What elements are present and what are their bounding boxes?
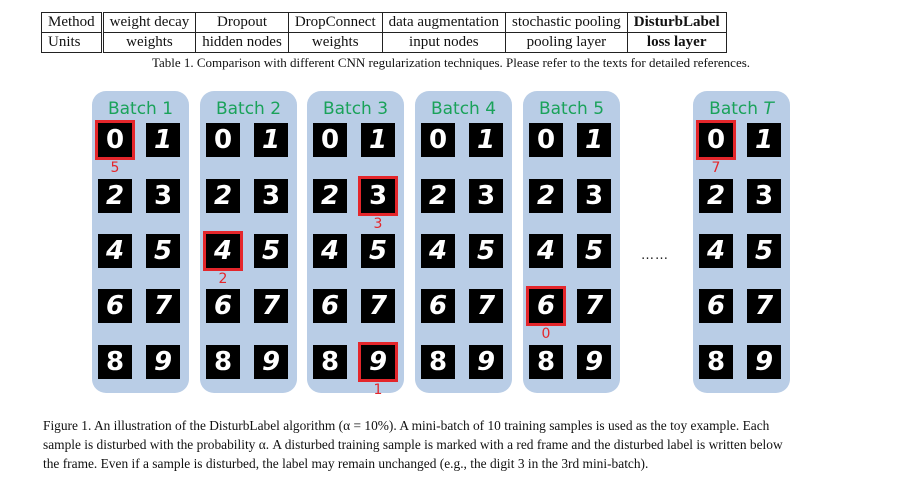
table-caption: Table 1. Comparison with different CNN r… [151, 55, 751, 70]
digit-sample: 2 [98, 179, 132, 213]
digit-sample: 9 [577, 345, 611, 379]
digit-sample: 5 [254, 234, 288, 268]
digit-sample: 7 [146, 289, 180, 323]
table-cell: DisturbLabel [626, 12, 727, 33]
digit-sample: 2 [206, 179, 240, 213]
digit-sample: 3 [469, 179, 503, 213]
digit-sample: 5 [577, 234, 611, 268]
digit-sample: 4 [699, 234, 733, 268]
disturbed-digit-sample: 0 [98, 123, 132, 157]
digit-sample: 8 [529, 345, 563, 379]
digit-sample: 4 [313, 234, 347, 268]
disturbed-digit-sample: 9 [361, 345, 395, 379]
digit-sample: 5 [361, 234, 395, 268]
digit-sample: 1 [146, 123, 180, 157]
disturbed-digit-sample: 0 [699, 123, 733, 157]
disturbed-label: 1 [373, 382, 383, 398]
batch-title: Batch 3 [322, 99, 389, 119]
table-cell: DropConnect [287, 12, 383, 33]
digit-sample: 8 [206, 345, 240, 379]
digit-sample: 2 [313, 179, 347, 213]
digit-sample: 7 [361, 289, 395, 323]
table-row: Method weight decay Dropout DropConnect … [41, 12, 727, 33]
digit-sample: 8 [421, 345, 455, 379]
table-cell: Units [41, 32, 104, 53]
digit-sample: 8 [313, 345, 347, 379]
digit-sample: 9 [254, 345, 288, 379]
digit-sample: 3 [577, 179, 611, 213]
disturbed-digit-sample: 6 [529, 289, 563, 323]
disturbed-label: 7 [711, 160, 721, 176]
digit-sample: 0 [421, 123, 455, 157]
digit-sample: 5 [469, 234, 503, 268]
disturbed-digit-sample: 4 [206, 234, 240, 268]
digit-sample: 5 [747, 234, 781, 268]
caption-line: Figure 1. An illustration of the Disturb… [43, 418, 770, 433]
table-cell: weights [101, 32, 197, 53]
table-cell: stochastic pooling [505, 12, 628, 33]
digit-sample: 6 [313, 289, 347, 323]
batch-title: Batch 2 [215, 99, 282, 119]
digit-sample: 5 [146, 234, 180, 268]
digit-sample: 6 [98, 289, 132, 323]
digit-sample: 2 [421, 179, 455, 213]
table-cell: weights [287, 32, 383, 53]
digit-sample: 1 [254, 123, 288, 157]
batch-title: Batch T [709, 99, 774, 119]
batch-title: Batch 5 [538, 99, 605, 119]
digit-sample: 1 [361, 123, 395, 157]
digit-sample: 7 [254, 289, 288, 323]
table-cell: input nodes [381, 32, 507, 53]
table-cell: loss layer [626, 32, 727, 53]
digit-sample: 6 [699, 289, 733, 323]
digit-sample: 2 [699, 179, 733, 213]
digit-sample: 1 [469, 123, 503, 157]
disturbed-label: 0 [541, 326, 551, 342]
batch-title: Batch 1 [107, 99, 174, 119]
table-cell: pooling layer [505, 32, 628, 53]
digit-sample: 7 [577, 289, 611, 323]
disturbed-label: 3 [373, 216, 383, 232]
digit-sample: 4 [421, 234, 455, 268]
digit-sample: 3 [254, 179, 288, 213]
batch-title: Batch 4 [430, 99, 497, 119]
disturbed-label: 5 [110, 160, 120, 176]
caption-line: the frame. Even if a sample is disturbed… [43, 456, 649, 471]
digit-sample: 0 [206, 123, 240, 157]
digit-sample: 0 [313, 123, 347, 157]
digit-sample: 9 [747, 345, 781, 379]
table-cell: weight decay [101, 12, 197, 33]
ellipsis: …… [641, 248, 669, 263]
table-cell: hidden nodes [195, 32, 289, 53]
figure-caption: Figure 1. An illustration of the Disturb… [43, 416, 863, 473]
digit-sample: 4 [98, 234, 132, 268]
digit-sample: 8 [98, 345, 132, 379]
digit-sample: 9 [146, 345, 180, 379]
table-cell: Dropout [195, 12, 289, 33]
digit-sample: 8 [699, 345, 733, 379]
digit-sample: 6 [206, 289, 240, 323]
digit-sample: 2 [529, 179, 563, 213]
digit-sample: 1 [747, 123, 781, 157]
digit-sample: 0 [529, 123, 563, 157]
caption-line: sample is disturbed with the probability… [43, 437, 783, 452]
digit-sample: 7 [747, 289, 781, 323]
digit-sample: 6 [421, 289, 455, 323]
comparison-table: Method weight decay Dropout DropConnect … [41, 12, 727, 53]
digit-sample: 9 [469, 345, 503, 379]
digit-sample: 7 [469, 289, 503, 323]
digit-sample: 4 [529, 234, 563, 268]
digit-sample: 3 [747, 179, 781, 213]
digit-sample: 3 [146, 179, 180, 213]
digit-sample: 1 [577, 123, 611, 157]
table-cell: Method [41, 12, 104, 33]
table-cell: data augmentation [381, 12, 507, 33]
disturbed-digit-sample: 3 [361, 179, 395, 213]
table-row: Units weights hidden nodes weights input… [41, 32, 727, 53]
disturbed-label: 2 [218, 271, 228, 287]
